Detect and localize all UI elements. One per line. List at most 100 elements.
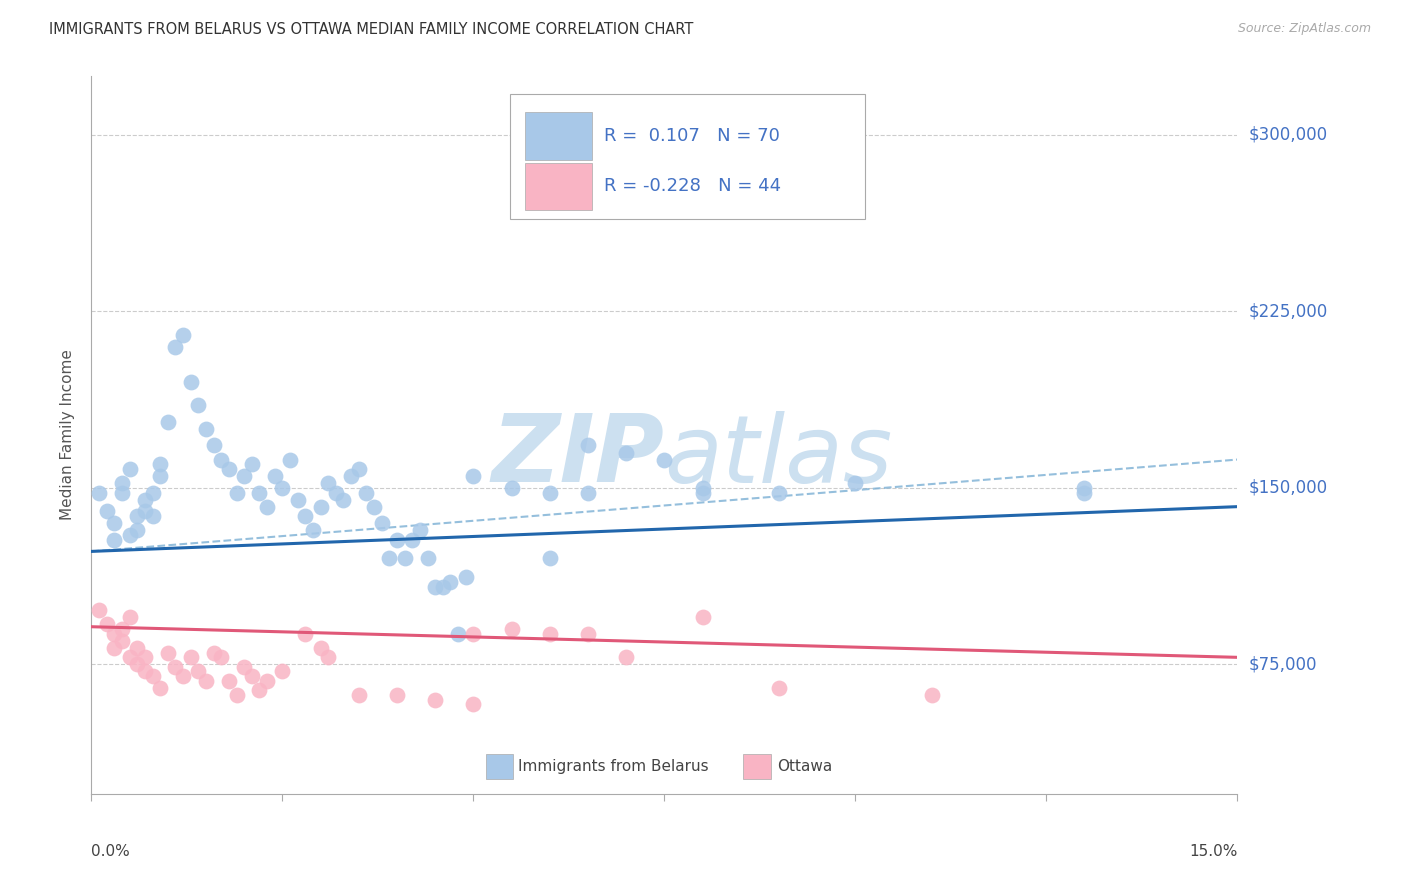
Point [233,469,256,483]
Point [394,551,416,566]
Text: Source: ZipAtlas.com: Source: ZipAtlas.com [1237,22,1371,36]
Point [576,485,599,500]
Y-axis label: Median Family Income: Median Family Income [60,350,76,520]
Point [111,622,134,636]
Point [309,640,332,655]
Point [1073,485,1095,500]
Point [103,533,125,547]
Point [768,485,790,500]
Point [240,669,263,683]
Point [127,523,149,537]
Text: ZIP: ZIP [492,410,664,502]
Point [652,452,675,467]
Point [347,462,370,476]
Point [233,659,256,673]
Point [141,485,163,500]
Point [271,481,294,495]
Point [209,650,232,665]
FancyBboxPatch shape [744,755,770,779]
Point [256,500,278,514]
Point [249,485,271,500]
Point [692,485,714,500]
Point [180,650,202,665]
Point [447,627,470,641]
Point [538,627,561,641]
Point [256,673,278,688]
Point [111,633,134,648]
Point [103,627,125,641]
Point [340,469,363,483]
Point [134,665,156,679]
Point [463,469,485,483]
Point [423,692,446,706]
Point [118,650,141,665]
Point [325,485,347,500]
Text: $225,000: $225,000 [1249,302,1327,320]
Point [294,627,316,641]
Point [134,504,156,518]
Text: atlas: atlas [664,411,893,502]
Point [316,476,339,491]
Point [538,551,561,566]
Text: Ottawa: Ottawa [776,759,832,774]
Point [103,516,125,530]
Point [263,469,285,483]
Point [302,523,325,537]
Point [194,673,217,688]
Point [127,640,149,655]
Point [96,504,118,518]
Point [454,570,477,584]
Point [165,340,187,354]
Point [149,469,172,483]
Point [172,327,194,342]
Point [439,574,461,589]
Point [118,462,141,476]
FancyBboxPatch shape [524,162,592,211]
Point [165,659,187,673]
Point [1073,481,1095,495]
Point [141,509,163,524]
Text: IMMIGRANTS FROM BELARUS VS OTTAWA MEDIAN FAMILY INCOME CORRELATION CHART: IMMIGRANTS FROM BELARUS VS OTTAWA MEDIAN… [49,22,693,37]
Point [87,485,110,500]
Point [202,438,225,452]
Point [576,438,599,452]
Point [111,476,134,491]
Point [287,492,309,507]
Point [370,516,392,530]
Point [844,476,866,491]
Point [614,445,637,459]
Point [385,533,408,547]
FancyBboxPatch shape [524,112,592,160]
Point [202,646,225,660]
Point [432,580,454,594]
Point [463,627,485,641]
Point [416,551,439,566]
Point [356,485,378,500]
Point [240,457,263,471]
Point [378,551,401,566]
Point [309,500,332,514]
Point [111,485,134,500]
Point [278,452,301,467]
Point [271,665,294,679]
Point [363,500,385,514]
Point [218,462,240,476]
Point [134,650,156,665]
Point [180,375,202,389]
Text: $150,000: $150,000 [1249,479,1327,497]
Point [187,399,209,413]
Point [134,492,156,507]
Text: R = -0.228   N = 44: R = -0.228 N = 44 [603,178,780,195]
Point [423,580,446,594]
Point [209,452,232,467]
Point [385,688,408,702]
Point [187,665,209,679]
FancyBboxPatch shape [509,94,865,219]
Point [127,657,149,672]
Point [225,688,247,702]
Point [347,688,370,702]
Point [172,669,194,683]
Point [614,650,637,665]
Point [921,688,943,702]
Text: Immigrants from Belarus: Immigrants from Belarus [517,759,709,774]
